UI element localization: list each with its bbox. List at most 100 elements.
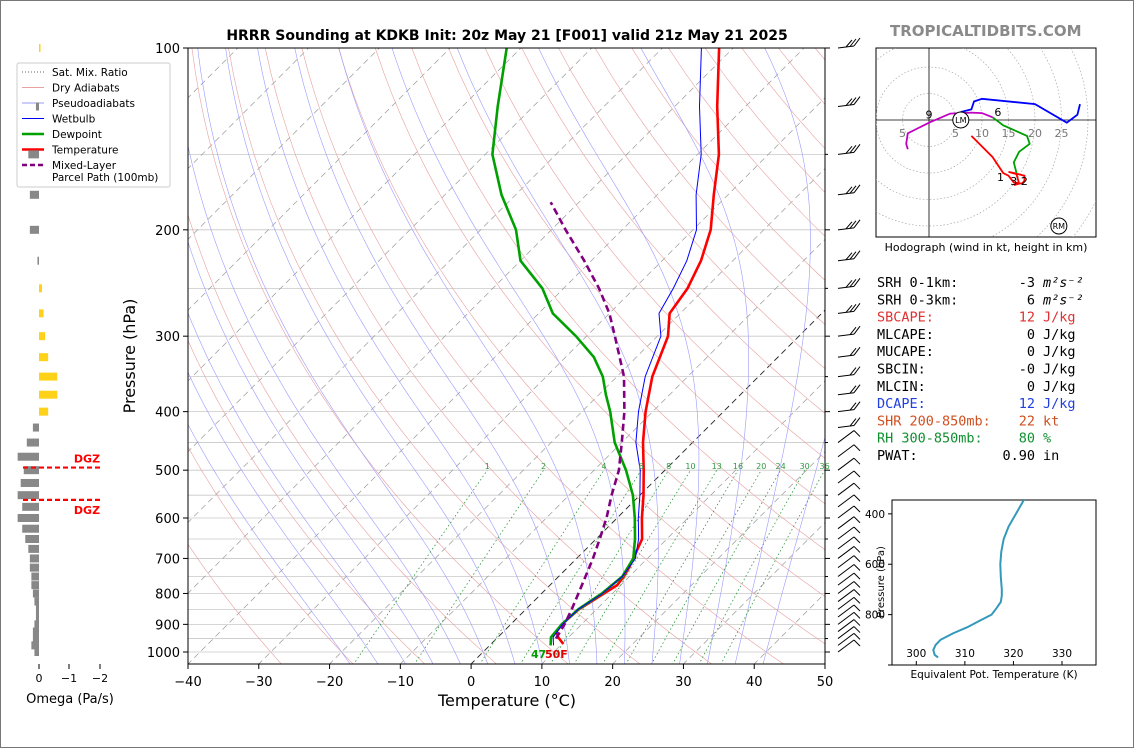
x-tick-label: 10: [534, 675, 551, 690]
omega-bar: [20, 478, 39, 487]
isotherm: [188, 48, 805, 664]
index-row: MLCIN: 0 J/kg: [877, 379, 1076, 395]
wind-barb: [837, 470, 861, 484]
mixing-ratio-line: [414, 469, 544, 664]
index-value: 6: [1027, 292, 1035, 308]
mixing-ratio-line: [625, 469, 739, 664]
index-value: 0.90: [1002, 448, 1035, 464]
index-row: RH 300-850mb: 80%: [877, 431, 1051, 447]
wind-barb: [837, 401, 861, 413]
index-value: -0: [1019, 362, 1035, 378]
legend-label: Pseudoadiabats: [52, 98, 135, 110]
wind-barb: [837, 589, 861, 602]
x-tick-label: 20: [604, 675, 621, 690]
hodograph-ring-label: 5: [899, 127, 906, 140]
index-label: SHR 200-850mb:: [877, 413, 991, 429]
index-value: -3: [1019, 275, 1035, 291]
omega-bar: [39, 390, 58, 399]
omega-bar: [29, 225, 39, 234]
wind-barb: [837, 303, 861, 314]
wind-barb: [837, 536, 861, 550]
hodograph-lm-marker: [952, 111, 970, 129]
surface-temp-label: 50F: [545, 648, 568, 661]
hodograph-trace: [905, 111, 993, 150]
omega-panel: 0 −1 −2 Omega (Pa/s) DGZ DGZ: [17, 44, 114, 707]
omega-bar: [28, 544, 39, 553]
index-value: 0: [1027, 379, 1035, 395]
isotherm: [682, 521, 825, 664]
pseudoadiabat: [188, 144, 461, 664]
index-row: MUCAPE: 0 J/kg: [877, 344, 1076, 360]
hodograph-caption: Hodograph (wind in kt, height in km): [885, 241, 1088, 254]
skewt-axes-frame: [187, 47, 826, 665]
dry-adiabat: [338, 48, 825, 645]
theta-e-panel: 300 310 320 330 400 600 800 Equivalent Pot. Tem…: [865, 499, 1097, 681]
hodograph-height-label: 1: [997, 171, 1004, 184]
legend-label: Temperature: [51, 145, 119, 157]
omega-bar: [34, 620, 39, 629]
index-unit: J/kg: [1043, 327, 1076, 343]
pseudoadiabat: [188, 423, 351, 664]
x-tick-label: 50: [817, 675, 834, 690]
mixing-ratio-label: 2: [541, 462, 546, 471]
index-unit: J/kg: [1043, 362, 1076, 378]
dry-adiabat: [521, 48, 825, 414]
wind-barb: [837, 250, 861, 262]
sounding-indices: SRH 0-1km: -3 m²s⁻² SRH 0-3km: 6 m²s⁻² SBCAPE:…: [877, 275, 1084, 464]
y-tick-label: 700: [155, 552, 180, 567]
y-tick-label: 600: [155, 512, 180, 527]
wind-barb: [837, 37, 861, 49]
index-label: RH 300-850mb:: [877, 431, 983, 447]
dry-adiabat: [594, 48, 825, 325]
wind-barb: [837, 346, 861, 358]
wind-barb: [837, 581, 861, 594]
mixing-ratio-label: 10: [685, 462, 695, 471]
mixing-ratio-label: 8: [666, 462, 671, 471]
omega-bar: [28, 150, 39, 159]
wind-barb: [837, 526, 861, 540]
legend: Sat. Mix. Ratio Dry Adiabats Pseudoadiabat…: [16, 62, 171, 188]
hodograph-trace: [960, 97, 1081, 124]
theta-e-axis-label: Equivalent Pot. Temperature (K): [910, 669, 1077, 681]
hodograph-panel: 5 5 10 15 20 25 9 6 1 3 2 LM RM: [875, 47, 1097, 238]
index-label: DCAPE:: [877, 396, 926, 412]
index-unit: J/kg: [1043, 310, 1076, 326]
hodograph-height-label: 2: [1021, 175, 1028, 188]
theta-e-y-axis-label: Pressure (hPa): [876, 546, 887, 618]
index-unit: J/kg: [1043, 379, 1076, 395]
omega-bar: [29, 190, 39, 199]
wind-barb: [837, 219, 861, 231]
x-tick-label: −20: [316, 675, 343, 690]
pseudoadiabat: [538, 48, 700, 664]
hodograph-rings: 5 5 10 15 20 25 9 6 1 3 2 LM RM: [876, 48, 1096, 237]
omega-bar: [17, 514, 39, 523]
omega-bar: [37, 256, 39, 265]
omega-bar: [35, 612, 39, 621]
mixing-ratio-line: [698, 470, 806, 664]
omega-bar: [35, 102, 39, 111]
hodograph-lm-label: LM: [955, 116, 966, 125]
pseudoadiabat: [294, 48, 570, 664]
y-axis-label: Pressure (hPa): [120, 299, 139, 414]
wind-barb: [837, 626, 861, 639]
hodograph-rm-label: RM: [1053, 222, 1066, 231]
legend-label: Dry Adiabats: [52, 83, 120, 95]
pseudoadiabat: [257, 48, 543, 664]
index-label: MUCAPE:: [877, 344, 934, 360]
series-wetbulb: [552, 48, 702, 646]
omega-bar: [39, 407, 49, 416]
isotherm: [541, 380, 825, 664]
mixing-ratio-line: [549, 469, 670, 664]
watermark: TROPICALTIDBITS.COM: [890, 22, 1082, 40]
y-tick-label: 200: [155, 224, 180, 239]
omega-bar: [23, 466, 39, 475]
pseudoadiabat: [762, 436, 825, 664]
index-unit: m²s⁻²: [1042, 292, 1084, 308]
chart-title: HRRR Sounding at KDKB Init: 20z May 21 […: [226, 28, 787, 44]
omega-bar: [31, 581, 39, 590]
y-tick-label: 900: [155, 618, 180, 633]
pseudoadiabat: [338, 48, 598, 664]
surface-dewpoint-label: 47: [531, 648, 546, 661]
